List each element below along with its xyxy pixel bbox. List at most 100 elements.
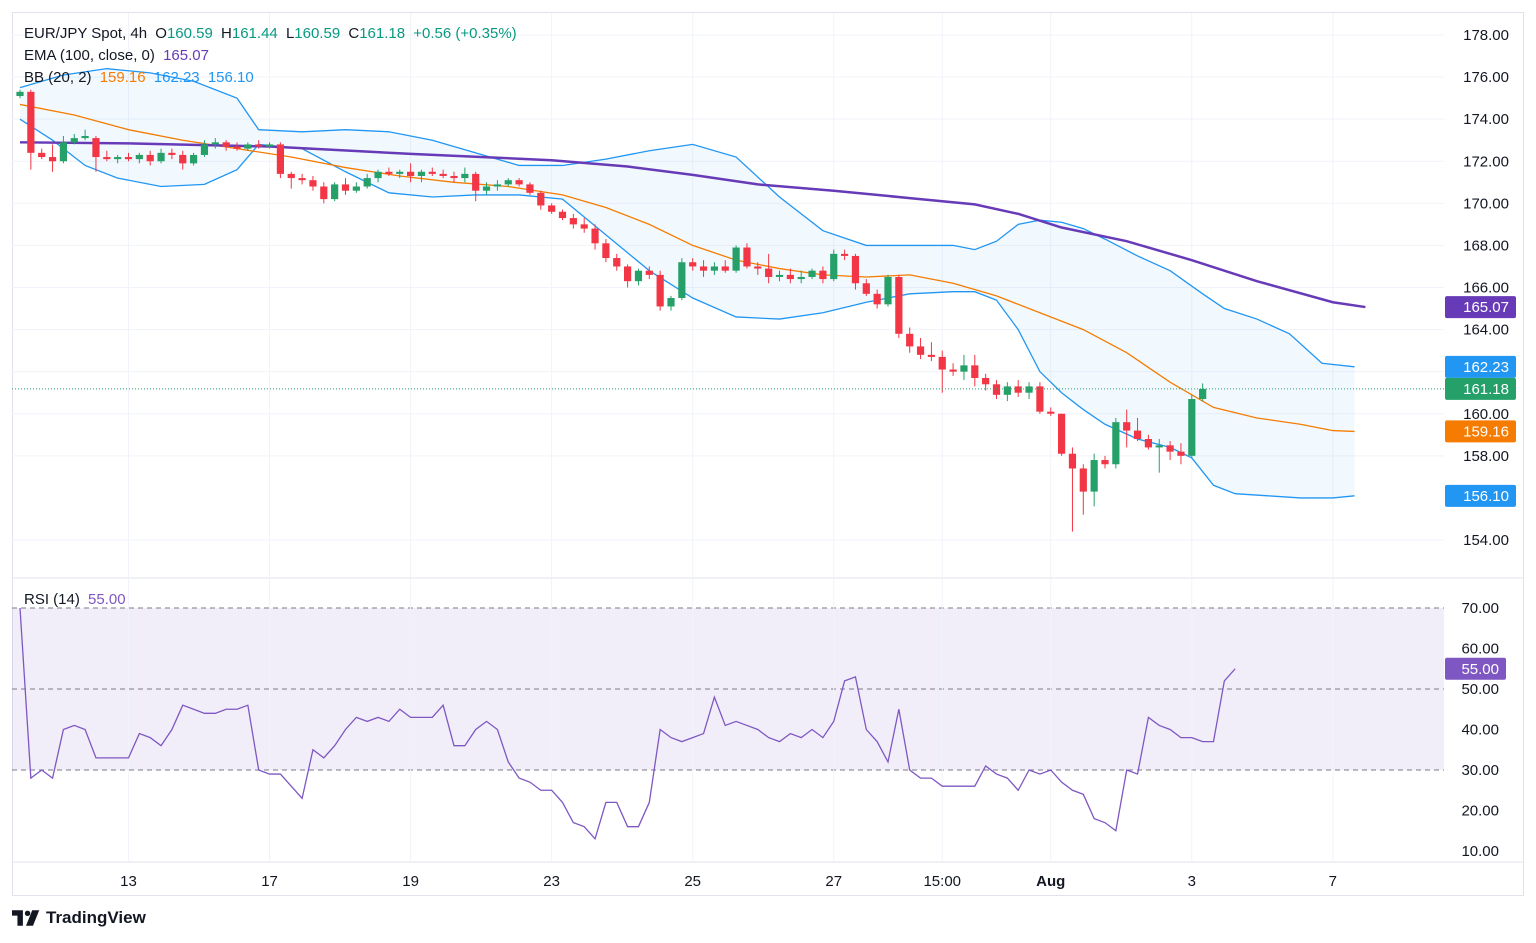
price-badge-label: 161.18 bbox=[1463, 381, 1509, 398]
candle bbox=[634, 268, 643, 286]
candle bbox=[417, 169, 426, 183]
candle bbox=[1068, 447, 1077, 532]
candle bbox=[775, 270, 784, 282]
candle bbox=[309, 175, 317, 191]
price-tick-label: 176.00 bbox=[1463, 69, 1509, 86]
price-tick-label: 178.00 bbox=[1463, 27, 1509, 44]
price-tick-label: 158.00 bbox=[1463, 448, 1509, 465]
price-tick-label: 154.00 bbox=[1463, 532, 1509, 549]
candle-body bbox=[38, 152, 46, 158]
tradingview-logo-icon bbox=[12, 910, 40, 926]
candle bbox=[916, 338, 925, 360]
price-badge: 162.23 bbox=[1445, 355, 1516, 378]
price-tick-label: 174.00 bbox=[1463, 111, 1509, 128]
candle bbox=[580, 218, 588, 233]
candle-body bbox=[634, 270, 643, 282]
candle-body bbox=[92, 138, 100, 158]
price-badge-box bbox=[1445, 296, 1516, 319]
candle-body bbox=[233, 146, 241, 149]
symbol-label[interactable]: EUR/JPY Spot, 4h bbox=[24, 25, 148, 42]
price-tick-label: 168.00 bbox=[1463, 237, 1509, 254]
candle bbox=[1058, 413, 1066, 456]
candle-body bbox=[591, 228, 599, 244]
ohlc-legend: EUR/JPY Spot, 4h O160.59 H161.44 L160.59… bbox=[24, 24, 521, 44]
candle bbox=[1155, 439, 1163, 473]
candle-body bbox=[16, 91, 24, 97]
candle bbox=[569, 213, 577, 229]
candle bbox=[114, 154, 122, 164]
candle-body bbox=[146, 154, 154, 162]
candle-body bbox=[309, 180, 317, 187]
change-value: +0.56 (+0.35%) bbox=[413, 25, 517, 42]
time-tick-label: 15:00 bbox=[923, 873, 961, 890]
rsi-axis[interactable]: 70.00 60.00 50.00 40.00 30.00 20.00 10.00 bbox=[1461, 600, 1499, 860]
candle-body bbox=[331, 184, 339, 200]
candle-body bbox=[819, 270, 827, 280]
price-badge-label: 162.23 bbox=[1463, 359, 1509, 376]
candle-body bbox=[1177, 451, 1185, 456]
candle bbox=[895, 274, 903, 338]
candle bbox=[407, 163, 415, 183]
candle bbox=[808, 268, 816, 280]
candle-body bbox=[537, 192, 545, 206]
candle bbox=[526, 182, 534, 195]
candle bbox=[558, 209, 567, 221]
candle-body bbox=[895, 276, 903, 334]
ema-legend-label[interactable]: EMA (100, close, 0) bbox=[24, 47, 155, 64]
candle bbox=[331, 182, 339, 202]
candle-body bbox=[526, 184, 534, 193]
candle bbox=[960, 354, 968, 381]
time-tick-label: 19 bbox=[402, 873, 419, 890]
candle-body bbox=[656, 274, 664, 307]
time-tick-label: Aug bbox=[1036, 873, 1065, 890]
candle bbox=[265, 142, 274, 149]
candle bbox=[982, 373, 990, 391]
price-axis[interactable]: 178.00 176.00 174.00 172.00 170.00 168.00 166.… bbox=[1463, 27, 1509, 549]
candle bbox=[179, 150, 187, 170]
candle-body bbox=[786, 274, 794, 280]
candle bbox=[428, 167, 436, 176]
ema-100-line bbox=[19, 141, 1366, 309]
candle-body bbox=[135, 154, 143, 160]
candle bbox=[927, 342, 935, 362]
candle bbox=[1166, 441, 1174, 461]
brand-name: TradingView bbox=[46, 908, 146, 927]
candle-body bbox=[200, 144, 209, 155]
candle bbox=[797, 270, 805, 284]
candle bbox=[1199, 383, 1207, 402]
candle bbox=[515, 178, 523, 187]
candle-body bbox=[461, 173, 469, 179]
bollinger-fill bbox=[20, 68, 1355, 498]
rsi-legend-label[interactable]: RSI (14) bbox=[24, 591, 80, 608]
candle bbox=[103, 150, 111, 162]
candle-body bbox=[417, 171, 426, 176]
price-badge: 156.10 bbox=[1445, 484, 1516, 507]
bollinger-upper-line bbox=[19, 68, 1355, 368]
candle-body bbox=[179, 154, 187, 164]
candle-body bbox=[103, 157, 111, 160]
tradingview-brand[interactable]: TradingView bbox=[12, 908, 146, 928]
candle-body bbox=[244, 144, 252, 149]
time-tick-label: 27 bbox=[825, 873, 842, 890]
candle bbox=[211, 138, 219, 149]
candle-body bbox=[949, 369, 957, 372]
price-badges: 165.07 162.23 161.18 159.16 156.10 bbox=[1445, 296, 1516, 507]
bb-legend-lower: 156.10 bbox=[207, 69, 254, 86]
candle bbox=[1123, 409, 1131, 448]
rsi-tick-label: 20.00 bbox=[1461, 803, 1499, 820]
rsi-line bbox=[19, 607, 1236, 841]
candle-body bbox=[1133, 430, 1142, 439]
time-axis[interactable]: 13 17 19 23 25 27 15:00 Aug 3 7 bbox=[120, 873, 1337, 890]
candle-body bbox=[255, 144, 263, 147]
candle-body bbox=[732, 247, 740, 271]
candle bbox=[493, 180, 501, 191]
candle bbox=[645, 266, 653, 280]
candle-body bbox=[992, 384, 1001, 395]
candle bbox=[298, 173, 306, 185]
candle bbox=[352, 182, 360, 193]
candle-body bbox=[1058, 413, 1066, 454]
rsi-legend: RSI (14) 55.00 bbox=[24, 590, 130, 610]
bb-legend-label[interactable]: BB (20, 2) bbox=[24, 69, 92, 86]
candle-body bbox=[873, 293, 881, 305]
